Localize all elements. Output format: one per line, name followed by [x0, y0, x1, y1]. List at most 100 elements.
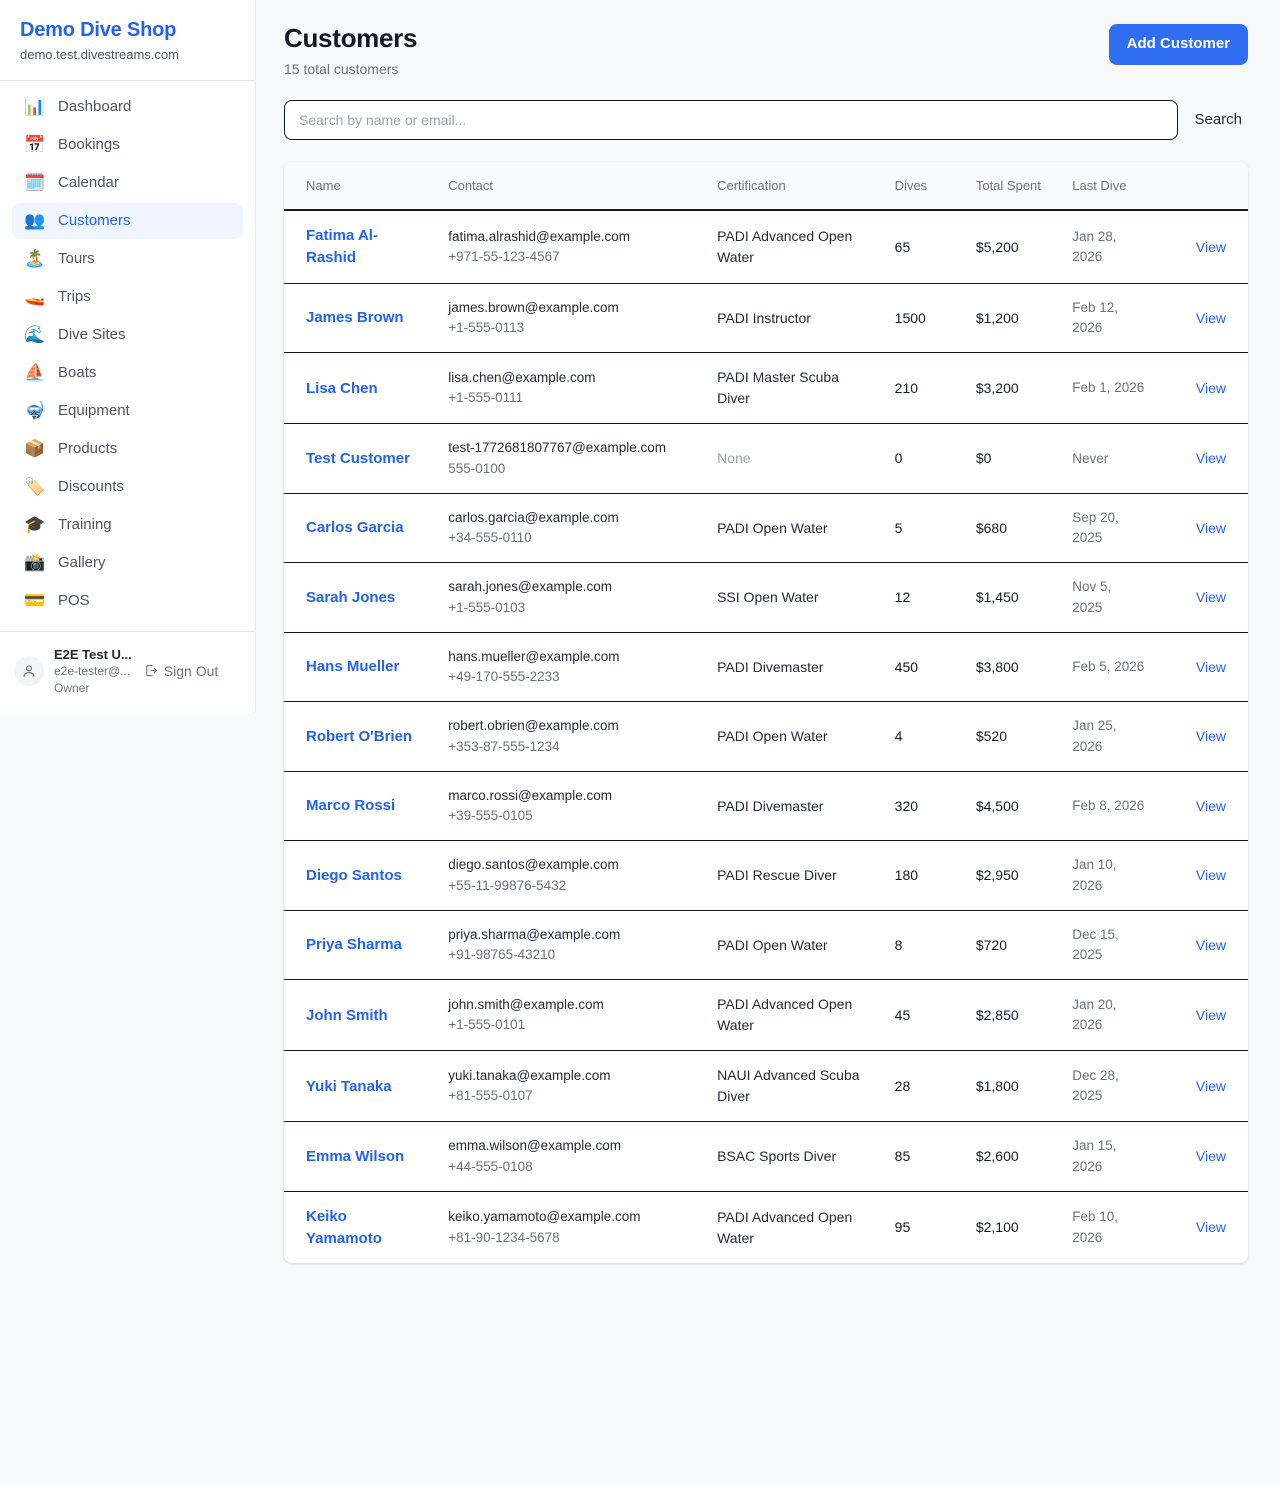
cell-certification-value: None — [717, 450, 751, 467]
spiral-calendar-icon: 🗓️ — [24, 173, 46, 193]
cell-total-spent: $1,200 — [963, 283, 1061, 354]
view-link[interactable]: View — [1195, 1006, 1226, 1023]
cell-dives: 450 — [882, 632, 964, 703]
sign-out-label: Sign Out — [163, 662, 219, 679]
view-link[interactable]: View — [1195, 1077, 1226, 1094]
cell-dives-value: 320 — [894, 797, 919, 814]
credit-card-icon: 💳 — [24, 591, 46, 611]
sidebar-item-calendar[interactable]: 🗓️ Calendar — [12, 165, 243, 201]
customer-email: test-1772681807767@example.com — [448, 440, 667, 456]
cell-contact: sarah.jones@example.com +1-555-0103 — [436, 562, 706, 633]
cell-contact: marco.rossi@example.com +39-555-0105 — [436, 771, 706, 842]
customer-name-link[interactable]: Robert O'Brien — [306, 727, 413, 745]
customer-name-link[interactable]: Marco Rossi — [306, 797, 396, 815]
cell-name: Test Customer — [284, 423, 437, 494]
customer-email: lisa.chen@example.com — [448, 370, 596, 386]
cell-last-dive: Feb 12, 2026 — [1060, 283, 1157, 354]
customer-name-link[interactable]: Carlos Garcia — [306, 519, 404, 537]
sidebar-item-products[interactable]: 📦 Products — [12, 431, 243, 467]
sidebar-item-dashboard[interactable]: 📊 Dashboard — [12, 89, 243, 125]
cell-last-dive: Jan 20, 2026 — [1060, 979, 1157, 1052]
view-link[interactable]: View — [1195, 1148, 1226, 1165]
cell-contact: lisa.chen@example.com +1-555-0111 — [436, 352, 706, 425]
cell-dives-value: 450 — [894, 658, 919, 675]
customer-phone: +81-555-0107 — [448, 1088, 533, 1104]
customer-name-link[interactable]: Test Customer — [306, 449, 410, 467]
customer-name-link[interactable]: Fatima Al-Rashid — [306, 227, 378, 267]
view-link[interactable]: View — [1195, 519, 1226, 536]
customer-name-link[interactable]: Diego Santos — [306, 866, 402, 884]
column-header-name: Name — [284, 161, 437, 212]
cell-total-spent: $3,800 — [963, 632, 1061, 703]
cell-dives: 12 — [882, 562, 964, 633]
view-link[interactable]: View — [1195, 379, 1226, 396]
cell-certification-value: PADI Divemaster — [717, 797, 824, 814]
customer-phone: +971-55-123-4567 — [448, 249, 560, 265]
sign-out-button[interactable]: Sign Out — [144, 663, 218, 679]
sidebar-item-pos[interactable]: 💳 POS — [12, 583, 243, 619]
sidebar-item-trips[interactable]: 🚤 Trips — [12, 279, 243, 315]
avatar — [14, 655, 44, 686]
cell-name: Carlos Garcia — [284, 493, 437, 564]
view-link[interactable]: View — [1195, 238, 1226, 255]
cell-dives: 65 — [882, 210, 964, 284]
cell-dives: 45 — [882, 979, 964, 1052]
customer-name-link[interactable]: Sarah Jones — [306, 588, 396, 606]
view-link[interactable]: View — [1195, 867, 1226, 884]
customer-email: marco.rossi@example.com — [448, 787, 612, 803]
customer-email: diego.santos@example.com — [448, 857, 619, 873]
search-input[interactable] — [284, 99, 1179, 140]
sidebar-item-dive-sites[interactable]: 🌊 Dive Sites — [12, 317, 243, 353]
speedboat-icon: 🚤 — [24, 287, 46, 307]
cell-total-spent-value: $4,500 — [975, 797, 1019, 814]
search-button[interactable]: Search — [1194, 111, 1248, 128]
customer-name-link[interactable]: Emma Wilson — [306, 1147, 405, 1165]
cell-total-spent: $0 — [963, 423, 1061, 494]
cell-name: Robert O'Brien — [284, 701, 437, 772]
sidebar-item-label: Calendar — [58, 173, 119, 191]
cell-name: Priya Sharma — [284, 910, 437, 981]
cell-last-dive: Feb 10, 2026 — [1060, 1191, 1156, 1263]
view-link[interactable]: View — [1195, 658, 1226, 675]
cell-last-dive: Dec 28, 2025 — [1060, 1050, 1157, 1123]
cell-dives-value: 1500 — [894, 309, 926, 326]
cell-actions: View — [1157, 1191, 1248, 1263]
view-link[interactable]: View — [1195, 1219, 1226, 1236]
customer-email: emma.wilson@example.com — [448, 1138, 621, 1154]
add-customer-button[interactable]: Add Customer — [1108, 24, 1248, 65]
sidebar-item-equipment[interactable]: 🤿 Equipment — [12, 393, 243, 429]
customer-name-link[interactable]: Lisa Chen — [306, 379, 378, 397]
view-link[interactable]: View — [1195, 797, 1226, 814]
sidebar-item-bookings[interactable]: 📅 Bookings — [12, 127, 243, 163]
sidebar-item-boats[interactable]: ⛵ Boats — [12, 355, 243, 391]
sidebar-item-label: Products — [58, 439, 118, 457]
customer-name-link[interactable]: Priya Sharma — [306, 936, 402, 954]
sidebar-item-training[interactable]: 🎓 Training — [12, 507, 243, 543]
cell-total-spent-value: $2,950 — [975, 867, 1019, 884]
cell-last-dive-value: Feb 5, 2026 — [1072, 659, 1145, 675]
view-link[interactable]: View — [1195, 589, 1226, 606]
sidebar-item-tours[interactable]: 🏝️ Tours — [12, 241, 243, 277]
cell-total-spent: $520 — [963, 701, 1061, 772]
customer-phone: +1-555-0103 — [448, 599, 526, 615]
view-link[interactable]: View — [1195, 309, 1226, 326]
cell-total-spent: $2,850 — [963, 979, 1061, 1052]
customer-name-link[interactable]: Keiko Yamamoto — [306, 1207, 382, 1247]
customer-name-link[interactable]: John Smith — [306, 1006, 388, 1024]
view-link[interactable]: View — [1195, 728, 1226, 745]
sidebar-item-gallery[interactable]: 📸 Gallery — [12, 545, 243, 581]
cell-dives: 4 — [882, 701, 964, 772]
view-link[interactable]: View — [1195, 450, 1226, 467]
customer-name-link[interactable]: James Brown — [306, 309, 404, 327]
customer-name-link[interactable]: Hans Mueller — [306, 658, 400, 676]
customer-phone: +353-87-555-1234 — [448, 738, 560, 754]
cell-last-dive-value: Jan 20, 2026 — [1072, 997, 1117, 1033]
customer-name-link[interactable]: Yuki Tanaka — [306, 1077, 392, 1095]
cell-dives: 8 — [882, 910, 964, 981]
sidebar-item-customers[interactable]: 👥 Customers — [12, 202, 243, 239]
cell-total-spent: $680 — [963, 493, 1061, 564]
cell-total-spent-value: $2,600 — [975, 1148, 1019, 1165]
sidebar-item-discounts[interactable]: 🏷️ Discounts — [12, 469, 243, 505]
view-link[interactable]: View — [1195, 936, 1226, 953]
